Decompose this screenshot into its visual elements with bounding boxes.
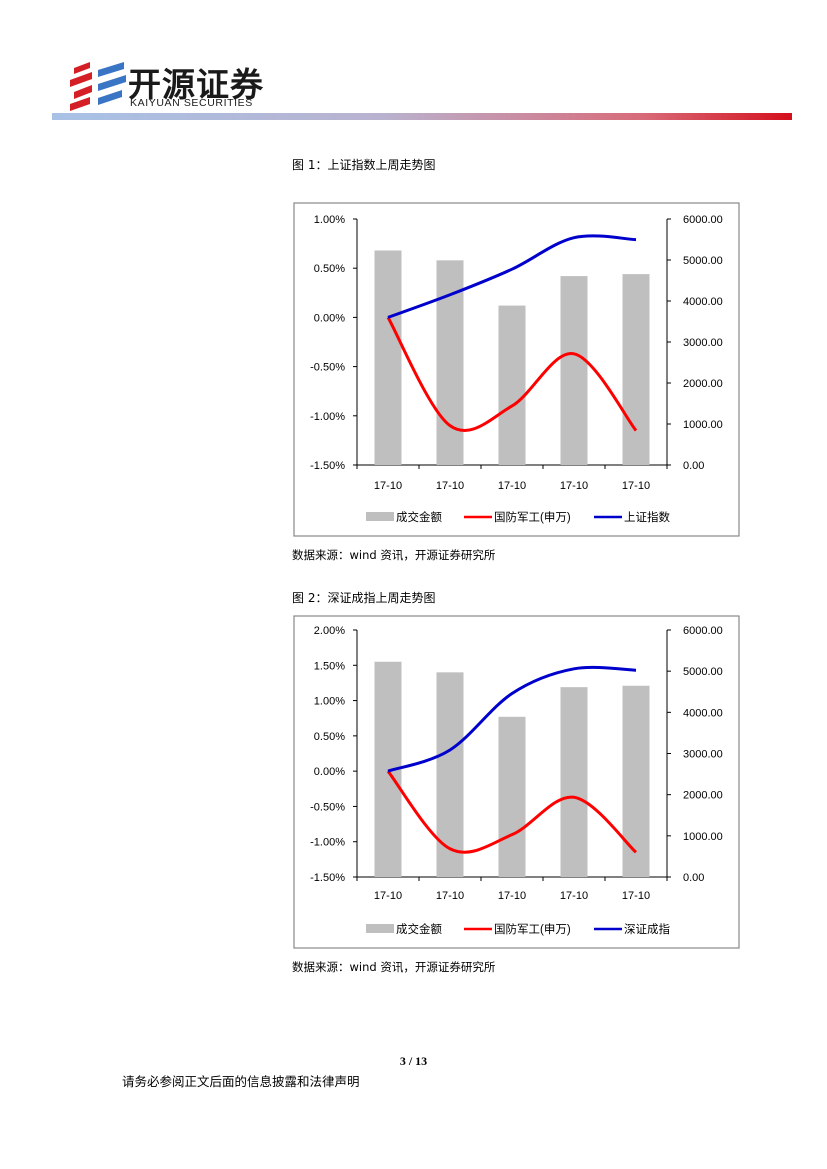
bar xyxy=(498,305,526,465)
bar xyxy=(436,260,464,465)
logo-chinese-name: 开源证券 xyxy=(128,65,264,104)
right-tick-label: 5000.00 xyxy=(683,666,723,678)
bar xyxy=(374,661,402,877)
left-tick-label: 0.50% xyxy=(314,263,345,275)
x-tick-label: 17-10 xyxy=(560,890,588,902)
bar xyxy=(622,274,650,465)
legend-label: 成交金额 xyxy=(396,510,442,524)
right-tick-label: 6000.00 xyxy=(683,625,723,637)
right-tick-label: 0.00 xyxy=(683,872,704,884)
figure-1-source: 数据来源：wind 资讯，开源证券研究所 xyxy=(292,548,496,562)
left-tick-label: 2.00% xyxy=(314,625,345,637)
right-tick-label: 2000.00 xyxy=(683,790,723,802)
series-line xyxy=(386,770,638,854)
bar xyxy=(436,672,464,877)
x-tick-label: 17-10 xyxy=(622,890,650,902)
series-line xyxy=(386,316,638,432)
legend-label: 国防军工(申万) xyxy=(494,510,571,524)
x-tick-label: 17-10 xyxy=(560,480,588,492)
bar xyxy=(374,250,402,465)
left-tick-label: 1.00% xyxy=(314,696,345,708)
legend-label: 上证指数 xyxy=(624,510,670,524)
figure-2-title: 图 2：深证成指上周走势图 xyxy=(292,591,436,605)
right-tick-label: 3000.00 xyxy=(683,337,723,349)
disclaimer-text: 请务必参阅正文后面的信息披露和法律声明 xyxy=(122,1074,360,1089)
left-tick-label: 0.00% xyxy=(314,312,345,324)
x-tick-label: 17-10 xyxy=(622,480,650,492)
left-tick-label: -0.50% xyxy=(310,801,345,813)
logo-english-name: KAIYUAN SECURITIES xyxy=(130,97,253,109)
right-tick-label: 5000.00 xyxy=(683,255,723,267)
right-tick-label: 1000.00 xyxy=(683,419,723,431)
bar xyxy=(622,685,650,877)
left-tick-label: -1.00% xyxy=(310,837,345,849)
x-tick-label: 17-10 xyxy=(374,480,402,492)
page-number: 3 / 13 xyxy=(399,1054,428,1068)
left-tick-label: 1.00% xyxy=(314,214,345,226)
left-tick-label: -1.50% xyxy=(310,872,345,884)
right-tick-label: 4000.00 xyxy=(683,707,723,719)
legend-label: 成交金额 xyxy=(396,922,442,936)
x-tick-label: 17-10 xyxy=(498,890,526,902)
right-tick-label: 0.00 xyxy=(683,460,704,472)
legend-label: 深证成指 xyxy=(624,922,670,936)
left-tick-label: 0.50% xyxy=(314,731,345,743)
kaiyuan-logo-icon xyxy=(70,62,126,111)
right-tick-label: 2000.00 xyxy=(683,378,723,390)
figure-1-title: 图 1：上证指数上周走势图 xyxy=(292,158,436,172)
series-line xyxy=(387,234,637,319)
chart-frame xyxy=(293,202,740,537)
bar xyxy=(560,276,588,465)
header-divider xyxy=(52,113,792,120)
legend-swatch xyxy=(366,512,394,521)
left-tick-label: -0.50% xyxy=(310,362,345,374)
bar xyxy=(560,687,588,877)
bar xyxy=(498,716,526,877)
x-tick-label: 17-10 xyxy=(374,890,402,902)
right-tick-label: 6000.00 xyxy=(683,214,723,226)
x-tick-label: 17-10 xyxy=(436,890,464,902)
right-tick-label: 4000.00 xyxy=(683,296,723,308)
series-line xyxy=(387,665,637,773)
left-tick-label: 1.50% xyxy=(314,660,345,672)
chart-frame xyxy=(293,615,740,949)
legend-swatch xyxy=(366,924,394,933)
left-tick-label: -1.00% xyxy=(310,411,345,423)
left-tick-label: 0.00% xyxy=(314,766,345,778)
x-tick-label: 17-10 xyxy=(498,480,526,492)
left-tick-label: -1.50% xyxy=(310,460,345,472)
figure-2-source: 数据来源：wind 资讯，开源证券研究所 xyxy=(292,960,496,974)
legend-label: 国防军工(申万) xyxy=(494,922,571,936)
right-tick-label: 1000.00 xyxy=(683,831,723,843)
x-tick-label: 17-10 xyxy=(436,480,464,492)
right-tick-label: 3000.00 xyxy=(683,749,723,761)
